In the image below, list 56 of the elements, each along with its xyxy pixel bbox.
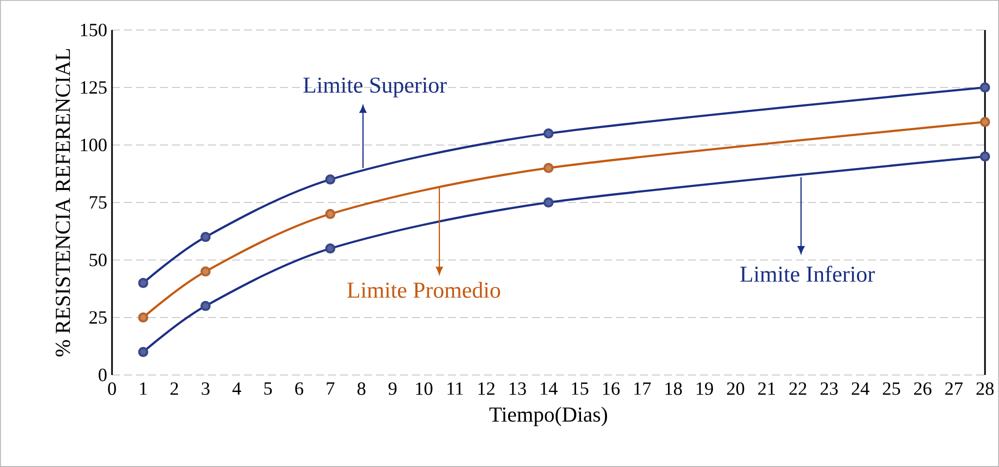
point	[325, 208, 336, 220]
point	[543, 128, 554, 139]
x-tick-label: 11	[448, 382, 463, 395]
x-tick-label: 23	[820, 382, 838, 395]
x-tick-label: 7	[326, 382, 334, 395]
y-tick-label: 50	[90, 254, 107, 266]
y-tick-label: 100	[80, 138, 107, 152]
annotation: Limite Promedio	[347, 282, 500, 298]
x-tick-label: 22	[789, 382, 806, 395]
x-tick-label: 14	[540, 382, 558, 395]
point	[543, 197, 554, 208]
x-tick-label: 25	[882, 382, 900, 395]
x-tick-label: 4	[232, 382, 242, 395]
x-tick-label: 17	[634, 382, 651, 395]
x-tick-label: 12	[478, 382, 494, 395]
y-axis-title: % RESISTENCIA REFERENCIAL	[56, 49, 70, 356]
x-tick-label: 9	[388, 382, 397, 395]
point	[138, 312, 148, 323]
point	[200, 300, 211, 312]
x-tick-label: 27	[945, 382, 963, 395]
y-tick-label: 0	[98, 368, 107, 382]
x-tick-label: 16	[603, 382, 620, 395]
x-tick-label: 2	[170, 382, 178, 395]
x-tick-label: 6	[295, 382, 304, 395]
x-tick-label: 1	[140, 382, 147, 395]
x-tick-label: 24	[852, 382, 870, 395]
point	[543, 162, 554, 174]
x-tick-label: 10	[416, 382, 432, 395]
point	[980, 82, 990, 93]
x-tick-label: 28	[976, 382, 994, 395]
point	[200, 266, 211, 277]
x-tick-label: 8	[357, 382, 366, 395]
annotation: Limite Superior	[303, 78, 447, 98]
x-tick-label: 18	[666, 382, 682, 395]
y-tick-label: 125	[80, 81, 107, 94]
point	[980, 116, 990, 128]
y-tick-label: 25	[89, 311, 107, 324]
x-tick-label: 5	[264, 382, 272, 395]
point	[980, 151, 990, 162]
point	[138, 278, 148, 288]
x-tick-label: 0	[108, 382, 116, 395]
x-tick-label: 13	[510, 382, 526, 395]
x-axis-title: Tiempo(Dias)	[489, 406, 608, 426]
x-tick-label: 26	[914, 382, 932, 395]
x-tick-label: 21	[758, 382, 775, 395]
x-tick-label: 20	[727, 382, 744, 395]
point	[325, 174, 336, 185]
point	[325, 243, 336, 254]
point	[200, 232, 211, 242]
x-tick-label: 19	[696, 382, 713, 395]
x-tick-label: 15	[572, 382, 588, 395]
point	[138, 346, 148, 358]
x-tick-label: 3	[202, 382, 210, 395]
annotation: Limite Inferior	[740, 266, 875, 282]
y-tick-label: 75	[90, 196, 107, 209]
y-tick-label: 150	[80, 24, 107, 36]
